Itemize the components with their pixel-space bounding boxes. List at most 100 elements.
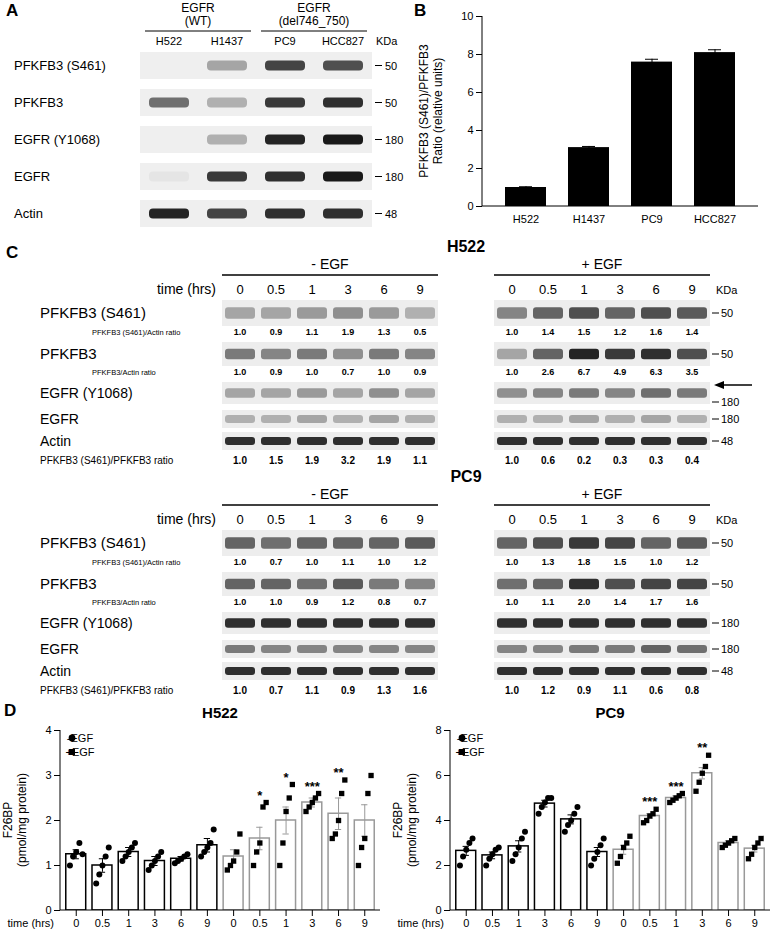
- svg-text:1.0: 1.0: [234, 597, 247, 607]
- svg-text:6: 6: [435, 769, 441, 781]
- svg-text:EGFR: EGFR: [40, 641, 79, 657]
- svg-text:*: *: [257, 788, 263, 803]
- svg-text:10: 10: [461, 10, 473, 22]
- svg-text:0.3: 0.3: [649, 455, 663, 466]
- svg-text:0: 0: [508, 282, 515, 297]
- svg-text:3: 3: [542, 917, 548, 929]
- svg-text:PFKFB3: PFKFB3: [40, 575, 97, 592]
- svg-text:PFKFB3 (S461)/Actin ratio: PFKFB3 (S461)/Actin ratio: [92, 328, 180, 337]
- svg-text:1.3: 1.3: [377, 685, 391, 696]
- svg-text:0.5: 0.5: [267, 282, 285, 297]
- svg-text:180: 180: [385, 134, 403, 146]
- svg-text:1.9: 1.9: [305, 455, 319, 466]
- svg-text:H1437: H1437: [211, 35, 243, 47]
- svg-text:KDa: KDa: [716, 514, 738, 526]
- svg-text:1.0: 1.0: [234, 557, 247, 567]
- svg-text:1: 1: [673, 917, 679, 929]
- svg-text:EGFR: EGFR: [14, 169, 50, 184]
- svg-text:0: 0: [435, 904, 441, 916]
- svg-text:4: 4: [467, 124, 473, 136]
- svg-text:1.0: 1.0: [233, 455, 247, 466]
- svg-text:1: 1: [580, 282, 587, 297]
- svg-text:0.9: 0.9: [414, 367, 427, 377]
- svg-text:1.4: 1.4: [542, 327, 555, 337]
- svg-text:6: 6: [652, 282, 659, 297]
- svg-text:(pmol/mg protein): (pmol/mg protein): [405, 773, 419, 867]
- svg-text:1: 1: [126, 917, 132, 929]
- svg-text:1.1: 1.1: [542, 597, 555, 607]
- svg-text:3.2: 3.2: [341, 455, 355, 466]
- svg-text:9: 9: [594, 917, 600, 929]
- svg-text:PFKFB3: PFKFB3: [40, 345, 97, 362]
- svg-text:48: 48: [385, 208, 397, 220]
- svg-text:0.5: 0.5: [267, 512, 285, 527]
- svg-text:50: 50: [721, 537, 733, 549]
- svg-text:PFKFB3 (S461)/Actin ratio: PFKFB3 (S461)/Actin ratio: [92, 558, 180, 567]
- svg-text:**: **: [697, 740, 708, 755]
- svg-text:50: 50: [721, 307, 733, 319]
- svg-text:1.2: 1.2: [541, 685, 555, 696]
- svg-text:C: C: [6, 243, 18, 262]
- svg-text:0.7: 0.7: [414, 597, 427, 607]
- svg-text:time (hrs): time (hrs): [398, 917, 444, 929]
- svg-text:50: 50: [385, 97, 397, 109]
- svg-text:H522: H522: [513, 213, 539, 225]
- svg-text:0.6: 0.6: [649, 685, 663, 696]
- svg-text:EGFR: EGFR: [181, 1, 215, 15]
- svg-text:0.6: 0.6: [541, 455, 555, 466]
- svg-text:0.7: 0.7: [342, 367, 355, 377]
- svg-text:HCC827: HCC827: [322, 35, 364, 47]
- svg-text:1.1: 1.1: [305, 685, 319, 696]
- svg-text:D: D: [4, 701, 16, 720]
- svg-text:time (hrs): time (hrs): [157, 511, 216, 527]
- svg-text:0: 0: [45, 904, 51, 916]
- svg-text:1.6: 1.6: [650, 327, 663, 337]
- svg-text:3: 3: [344, 282, 351, 297]
- svg-text:9: 9: [688, 512, 695, 527]
- svg-text:0: 0: [463, 917, 469, 929]
- svg-text:time (hrs): time (hrs): [8, 917, 54, 929]
- svg-text:2: 2: [435, 859, 441, 871]
- svg-text:9: 9: [204, 917, 210, 929]
- svg-text:1.6: 1.6: [413, 685, 427, 696]
- svg-text:HCC827: HCC827: [694, 213, 736, 225]
- svg-text:3.5: 3.5: [686, 367, 699, 377]
- svg-text:9: 9: [362, 917, 368, 929]
- svg-text:PFKFB3 (S461): PFKFB3 (S461): [40, 304, 146, 321]
- svg-text:3: 3: [152, 917, 158, 929]
- svg-text:1.5: 1.5: [578, 327, 591, 337]
- svg-text:PFKFB3/Actin ratio: PFKFB3/Actin ratio: [92, 368, 156, 377]
- svg-text:+ EGF: + EGF: [582, 256, 623, 272]
- svg-text:- EGF: - EGF: [311, 486, 348, 502]
- svg-text:1.0: 1.0: [505, 685, 519, 696]
- svg-text:1.0: 1.0: [506, 327, 519, 337]
- svg-text:1: 1: [580, 512, 587, 527]
- svg-text:+ EGF: + EGF: [582, 486, 623, 502]
- svg-text:EGFR: EGFR: [297, 1, 331, 15]
- svg-text:180: 180: [721, 396, 739, 408]
- svg-text:0.8: 0.8: [378, 597, 391, 607]
- svg-text:F26BP: F26BP: [391, 802, 405, 839]
- svg-text:PFKFB3 (S461)/PFKFB3 ratio: PFKFB3 (S461)/PFKFB3 ratio: [40, 455, 174, 466]
- svg-text:PC9: PC9: [595, 704, 624, 721]
- svg-text:8: 8: [435, 724, 441, 736]
- svg-text:6: 6: [178, 917, 184, 929]
- svg-text:1.3: 1.3: [378, 327, 391, 337]
- svg-text:1.5: 1.5: [614, 557, 627, 567]
- svg-text:PC9: PC9: [450, 468, 481, 485]
- svg-text:EGFR (Y1068): EGFR (Y1068): [14, 132, 100, 147]
- svg-text:0.9: 0.9: [270, 367, 283, 377]
- svg-text:1.0: 1.0: [233, 685, 247, 696]
- svg-text:8: 8: [467, 48, 473, 60]
- svg-text:Actin: Actin: [14, 206, 43, 221]
- svg-text:0.4: 0.4: [685, 455, 699, 466]
- svg-text:time (hrs): time (hrs): [157, 281, 216, 297]
- svg-text:1.0: 1.0: [506, 557, 519, 567]
- svg-text:**: **: [333, 765, 344, 780]
- svg-text:PC9: PC9: [641, 213, 662, 225]
- svg-text:48: 48: [721, 435, 733, 447]
- svg-text:1.2: 1.2: [686, 557, 699, 567]
- svg-text:0.5: 0.5: [539, 512, 557, 527]
- svg-text:6: 6: [568, 917, 574, 929]
- svg-text:1.0: 1.0: [378, 557, 391, 567]
